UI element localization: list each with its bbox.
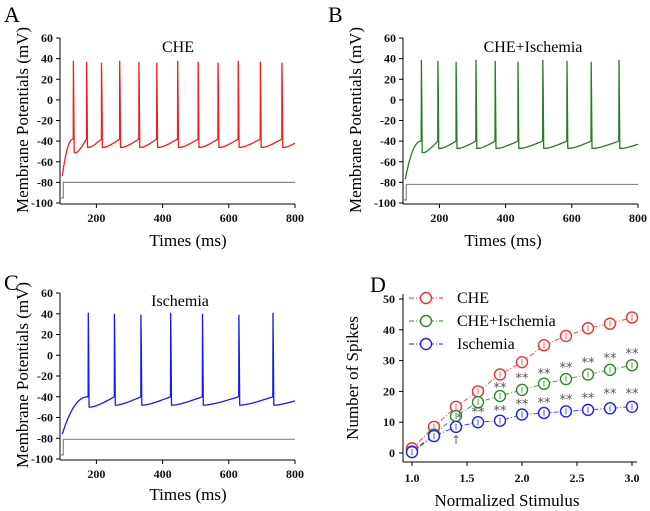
x-tick-label: 3.0 xyxy=(625,471,640,485)
y-tick-label: 0 xyxy=(389,446,395,460)
y-tick-label: -80 xyxy=(37,431,53,445)
y-tick-label: -80 xyxy=(37,175,53,189)
y-tick-label: 10 xyxy=(383,415,395,429)
membrane-potential-trace xyxy=(404,59,639,180)
significance-marker: ** xyxy=(472,405,486,420)
x-axis-label: Times (ms) xyxy=(149,231,226,250)
y-tick-label: -40 xyxy=(380,134,396,148)
y-tick-label: 0 xyxy=(47,348,53,362)
y-tick-label: 20 xyxy=(384,72,396,86)
y-tick-label: 60 xyxy=(41,286,53,300)
panel-letter: C xyxy=(4,270,19,295)
significance-marker: ** xyxy=(560,361,574,376)
x-tick-label: 400 xyxy=(154,467,172,481)
x-axis-label: Times (ms) xyxy=(464,231,541,250)
y-tick-label: 20 xyxy=(41,72,53,86)
x-tick-label: 400 xyxy=(154,211,172,225)
y-tick-label: -60 xyxy=(380,155,396,169)
significance-marker: ** xyxy=(626,347,640,362)
legend-label: Ischemia xyxy=(457,336,515,353)
significance-marker: ** xyxy=(626,387,640,402)
stimulus-trace xyxy=(60,181,295,199)
significance-marker: ** xyxy=(582,356,596,371)
x-tick-label: 2.0 xyxy=(515,471,530,485)
x-tick-label: 600 xyxy=(563,211,581,225)
significance-marker: ** xyxy=(604,387,618,402)
x-tick-label: 800 xyxy=(286,211,304,225)
significance-marker: ** xyxy=(582,392,596,407)
y-tick-label: 40 xyxy=(383,323,395,337)
x-axis-label: Normalized Stimulus xyxy=(435,491,580,510)
x-tick-label: 600 xyxy=(220,211,238,225)
y-tick-label: -60 xyxy=(37,155,53,169)
y-tick-label: 0 xyxy=(390,93,396,107)
y-tick-label: 60 xyxy=(384,31,396,45)
significance-marker: ** xyxy=(494,381,508,396)
x-axis-label: Times (ms) xyxy=(149,485,226,504)
significance-marker: * xyxy=(456,412,463,427)
x-tick-label: 800 xyxy=(629,211,647,225)
y-tick-label: -100 xyxy=(374,196,396,210)
y-tick-label: -60 xyxy=(37,411,53,425)
x-tick-label: 1.0 xyxy=(405,471,420,485)
significance-marker: ** xyxy=(494,404,508,419)
x-tick-label: 400 xyxy=(497,211,515,225)
y-tick-label: 60 xyxy=(41,31,53,45)
significance-marker: ** xyxy=(538,367,552,382)
y-tick-label: 30 xyxy=(383,354,395,368)
y-tick-label: 20 xyxy=(383,384,395,398)
legend-marker xyxy=(419,314,433,328)
legend-marker xyxy=(419,337,433,351)
x-tick-label: 200 xyxy=(87,467,105,481)
y-axis-label: Membrane Potentials (mV) xyxy=(346,27,365,213)
legend-label: CHE xyxy=(457,290,489,307)
y-axis-label: Membrane Potentials (mV) xyxy=(13,27,32,213)
legend-label: CHE+Ischemia xyxy=(457,313,556,330)
y-axis-label: Number of Spikes xyxy=(343,316,362,440)
x-tick-label: 800 xyxy=(286,467,304,481)
panel-title: Ischemia xyxy=(151,293,209,310)
legend-marker xyxy=(419,291,433,305)
y-axis-label: Membrane Potentials (mV) xyxy=(13,282,32,468)
stimulus-trace xyxy=(60,438,295,456)
x-tick-label: 1.5 xyxy=(460,471,475,485)
x-tick-label: 600 xyxy=(220,467,238,481)
panel-title: CHE xyxy=(162,39,194,56)
significance-marker: ** xyxy=(538,396,552,411)
y-tick-label: 50 xyxy=(383,292,395,306)
series-line-2 xyxy=(411,406,633,453)
y-tick-label: -20 xyxy=(37,114,53,128)
significance-marker: ** xyxy=(516,398,530,413)
panel-title: CHE+Ischemia xyxy=(484,39,583,56)
y-tick-label: -40 xyxy=(37,390,53,404)
panel-letter: B xyxy=(328,2,343,27)
significance-marker: ** xyxy=(560,393,574,408)
y-tick-label: 20 xyxy=(41,328,53,342)
y-tick-label: -100 xyxy=(31,452,53,466)
y-tick-label: -80 xyxy=(380,175,396,189)
x-tick-label: 2.5 xyxy=(570,471,585,485)
y-tick-label: -20 xyxy=(37,369,53,383)
y-tick-label: -20 xyxy=(380,114,396,128)
y-tick-label: 40 xyxy=(384,52,396,66)
membrane-potential-trace xyxy=(61,60,296,177)
significance-marker: ** xyxy=(516,372,530,387)
membrane-potential-trace xyxy=(61,312,296,435)
x-tick-label: 200 xyxy=(87,211,105,225)
series-line-1 xyxy=(411,364,633,452)
y-tick-label: -100 xyxy=(31,196,53,210)
arrow-annotation: ↑ xyxy=(451,433,461,447)
stimulus-trace xyxy=(403,183,638,201)
y-tick-label: 0 xyxy=(47,93,53,107)
y-tick-label: 40 xyxy=(41,52,53,66)
panel-letter: A xyxy=(4,2,20,27)
y-tick-label: -40 xyxy=(37,134,53,148)
x-tick-label: 200 xyxy=(430,211,448,225)
significance-marker: ** xyxy=(604,352,618,367)
panel-letter: D xyxy=(370,272,386,297)
y-tick-label: 40 xyxy=(41,307,53,321)
